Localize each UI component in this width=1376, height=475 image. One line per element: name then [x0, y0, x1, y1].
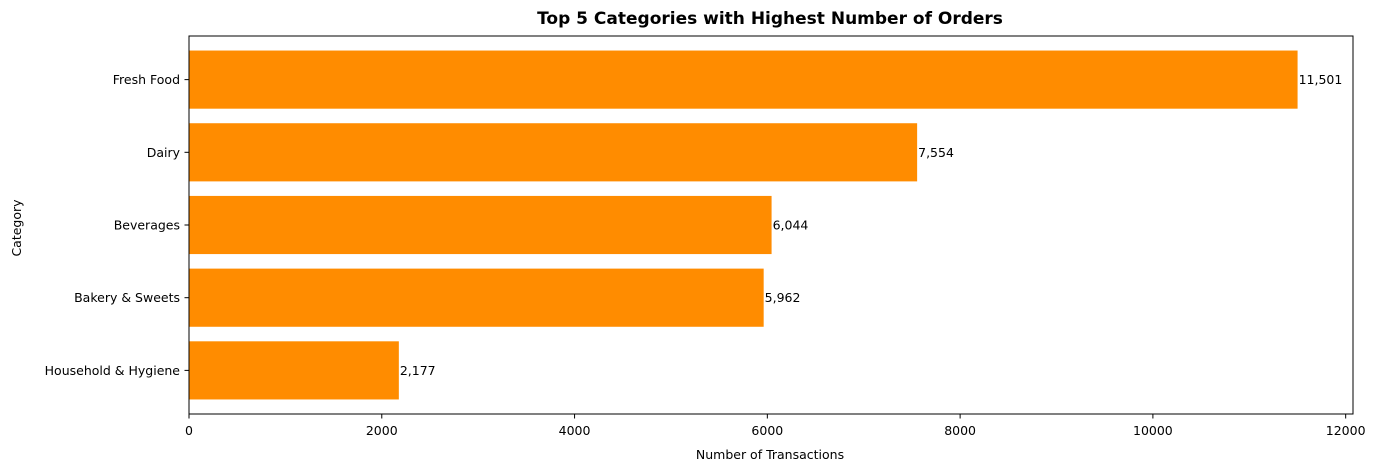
- x-tick-label: 0: [185, 423, 193, 438]
- y-tick-label: Household & Hygiene: [45, 363, 181, 378]
- y-axis-label: Category: [9, 199, 24, 257]
- y-tick-label: Dairy: [147, 145, 181, 160]
- bar: [189, 341, 399, 400]
- x-axis-label: Number of Transactions: [696, 447, 844, 462]
- x-tick-label: 10000: [1133, 423, 1173, 438]
- bar-value-label: 7,554: [918, 145, 954, 160]
- x-axis-ticks: 0 2000 4000 6000 8000 10000 12000: [185, 414, 1366, 438]
- chart-title: Top 5 Categories with Highest Number of …: [537, 9, 1003, 29]
- plot-frame: [188, 35, 1354, 415]
- x-tick-label: 12000: [1326, 423, 1366, 438]
- value-labels-layer: 11,501 7,554 6,044 5,962 2,177: [400, 72, 1342, 378]
- x-tick-label: 6000: [751, 423, 783, 438]
- bar: [189, 195, 772, 255]
- x-tick-label: 2000: [366, 423, 398, 438]
- bar: [189, 50, 1298, 109]
- bar: [189, 123, 918, 182]
- x-tick-label: 8000: [944, 423, 976, 438]
- bar-value-label: 2,177: [400, 363, 436, 378]
- y-tick-label: Fresh Food: [113, 72, 180, 87]
- bars-layer: [189, 50, 1298, 400]
- bar: [189, 268, 764, 327]
- bar-value-label: 5,962: [765, 290, 801, 305]
- y-tick-label: Bakery & Sweets: [74, 290, 180, 305]
- bar-value-label: 11,501: [1299, 72, 1343, 87]
- y-tick-label: Beverages: [114, 218, 180, 233]
- y-axis-ticks: Fresh Food Dairy Beverages Bakery & Sweets H…: [45, 72, 189, 378]
- x-tick-label: 4000: [559, 423, 591, 438]
- bar-value-label: 6,044: [773, 218, 809, 233]
